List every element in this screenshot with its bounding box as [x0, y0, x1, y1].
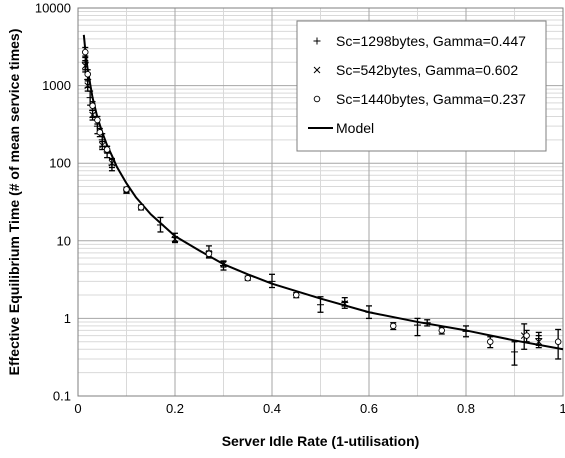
circle-marker	[487, 338, 494, 346]
data-point	[511, 348, 518, 356]
y-tick-label: 0.1	[53, 389, 71, 404]
data-point	[390, 322, 397, 330]
x-axis-title: Server Idle Rate (1-utilisation)	[222, 433, 420, 449]
legend-entry: Sc=1440bytes, Gamma=0.237	[313, 91, 526, 107]
legend-label: Sc=1298bytes, Gamma=0.447	[336, 33, 526, 49]
data-point	[94, 116, 101, 124]
data-point	[108, 159, 116, 167]
data-point	[86, 94, 94, 102]
data-point	[156, 221, 164, 229]
circle-marker	[390, 322, 397, 330]
circle-marker	[554, 338, 562, 346]
legend-label: Sc=1440bytes, Gamma=0.237	[336, 91, 526, 107]
data-point	[554, 338, 562, 346]
circle-marker	[438, 327, 446, 334]
circle-marker	[293, 291, 300, 299]
data-point	[487, 338, 494, 346]
circle-marker	[89, 102, 96, 109]
y-tick-label: 10	[57, 233, 71, 248]
cross-marker-b	[84, 82, 92, 89]
data-point	[81, 62, 89, 70]
circle-marker	[244, 274, 251, 282]
circle-marker	[137, 204, 145, 211]
circle-marker	[523, 332, 530, 339]
y-tick-label: 1	[64, 311, 71, 326]
y-tick-label: 10000	[35, 1, 71, 16]
x-tick-label: 0.8	[457, 401, 475, 416]
y-axis-ticks: 0.1 1 10 100 1000 10000	[35, 1, 71, 404]
x-tick-label: 0.4	[263, 401, 281, 416]
data-point	[462, 327, 470, 335]
legend-label: Sc=542bytes, Gamma=0.602	[336, 62, 518, 78]
legend-label: Model	[336, 120, 374, 136]
circle-marker	[313, 95, 321, 103]
legend-entry: Sc=1298bytes, Gamma=0.447	[313, 33, 526, 49]
data-point	[535, 338, 543, 346]
series-circle	[82, 46, 562, 360]
x-tick-label: 0.6	[360, 401, 378, 416]
circle-marker	[84, 71, 91, 78]
legend-entry: Model	[308, 120, 374, 136]
x-tick-label: 1	[559, 401, 565, 416]
data-point	[205, 250, 213, 258]
legend-marker	[313, 95, 321, 103]
data-point	[96, 129, 104, 136]
cross-marker-b	[535, 338, 543, 346]
cross-marker-b	[220, 260, 227, 268]
y-tick-label: 100	[49, 156, 71, 171]
data-point	[98, 141, 106, 149]
legend-box	[296, 20, 547, 152]
legend-marker	[313, 66, 321, 74]
y-tick-label: 1000	[42, 78, 71, 93]
circle-marker	[123, 186, 130, 193]
y-axis-title: Effective Equilibrium Time (# of mean se…	[6, 29, 22, 376]
circle-marker	[205, 250, 213, 258]
data-point	[523, 332, 530, 339]
data-point	[171, 235, 179, 243]
data-point	[244, 274, 251, 282]
cross-marker-b	[81, 62, 89, 70]
x-axis-ticks: 0 0.2 0.4 0.6 0.8 1	[74, 401, 565, 416]
data-point	[293, 291, 300, 299]
data-point	[82, 48, 89, 56]
cross-marker-b	[108, 159, 116, 167]
data-point	[220, 260, 227, 268]
data-point	[123, 186, 130, 193]
legend-entry: Sc=542bytes, Gamma=0.602	[313, 62, 518, 78]
data-point	[103, 146, 111, 153]
data-point	[268, 277, 276, 285]
data-point	[84, 82, 92, 89]
plot-area-frame	[77, 7, 564, 397]
chart-legend: Sc=1298bytes, Gamma=0.447 Sc=542bytes, Ga…	[296, 20, 547, 152]
data-point	[341, 300, 349, 307]
data-point	[414, 321, 421, 329]
circle-marker	[103, 146, 111, 153]
data-series-layer	[81, 46, 562, 366]
legend-items: Sc=1298bytes, Gamma=0.447 Sc=542bytes, Ga…	[308, 33, 526, 136]
data-point	[137, 204, 145, 211]
circle-marker	[82, 48, 89, 56]
circle-marker	[96, 129, 104, 136]
circle-marker	[94, 116, 101, 124]
data-point	[84, 71, 91, 78]
x-tick-label: 0	[74, 401, 81, 416]
data-point	[365, 308, 373, 316]
data-point	[89, 102, 96, 109]
cross-marker-b	[341, 300, 349, 307]
data-point	[317, 301, 324, 309]
cross-marker-b	[313, 66, 321, 74]
cross-marker-b	[89, 111, 96, 119]
legend-marker	[313, 37, 321, 45]
data-point	[423, 319, 431, 327]
data-point	[438, 327, 446, 334]
cross-marker-b	[98, 141, 106, 149]
cross-marker-b	[171, 235, 179, 243]
x-tick-label: 0.2	[166, 401, 184, 416]
